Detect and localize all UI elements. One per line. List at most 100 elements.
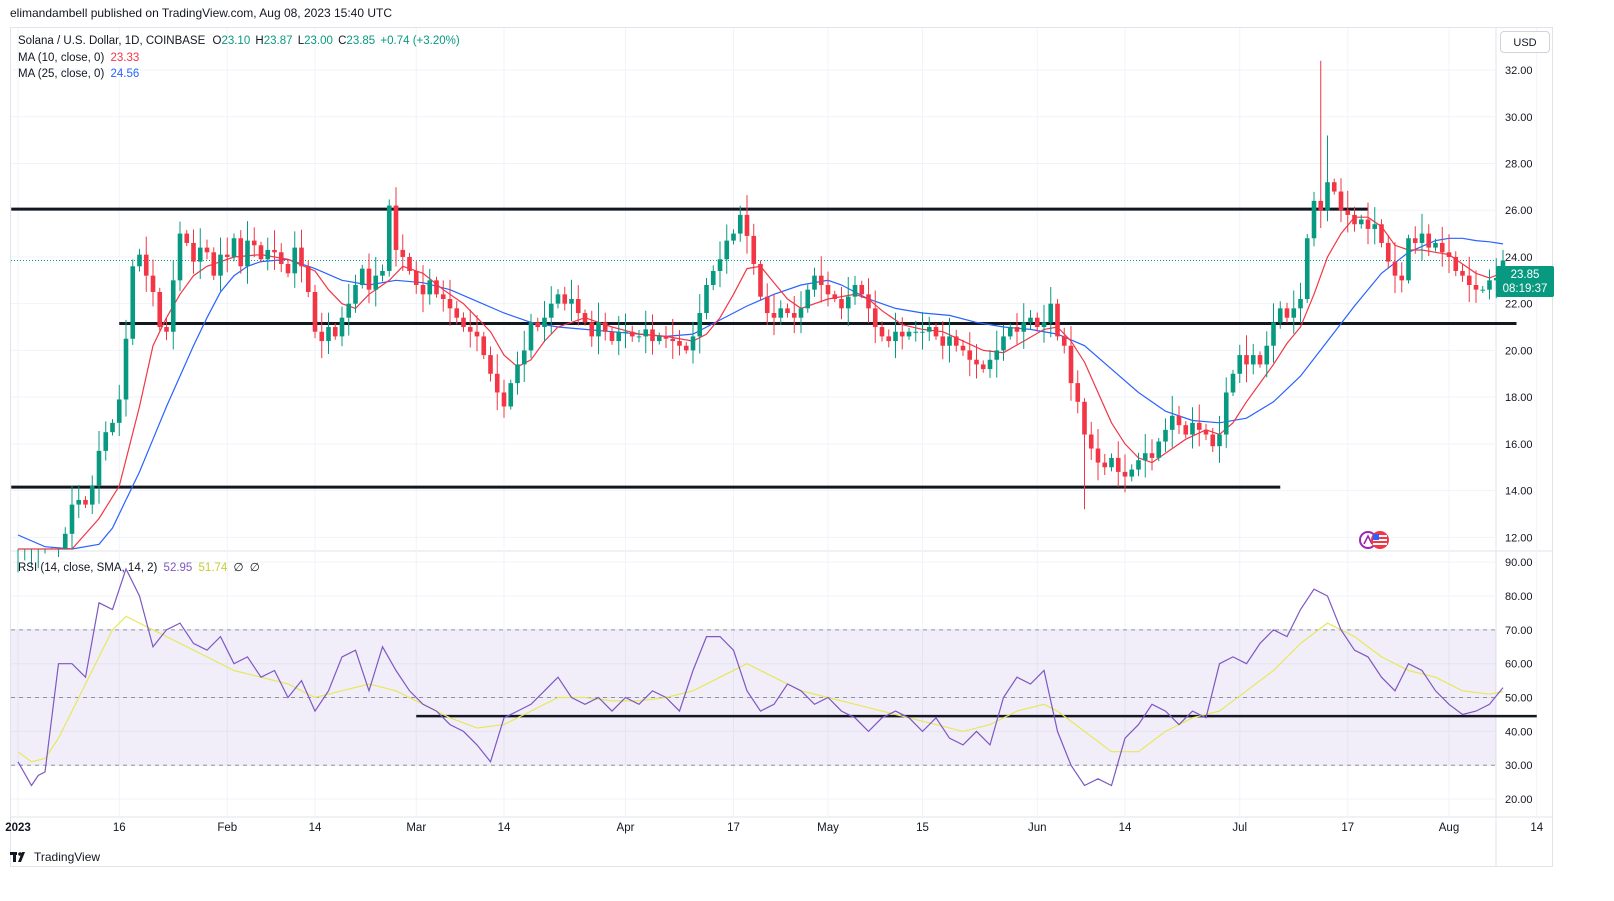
time-tick-label: 2023 [5,822,31,834]
candle-body [1122,471,1128,477]
candle-body [454,308,460,318]
symbol-legend[interactable]: Solana / U.S. Dollar, 1D, COINBASE O23.1… [18,33,460,83]
candle-body [339,317,345,337]
candle-body [1190,422,1195,435]
candle-body [845,296,851,309]
candle-body [76,499,82,505]
candle-body [764,296,770,314]
candle-body [218,254,223,276]
candle-body [872,308,878,328]
candle-body [636,336,642,338]
candle-body [238,238,244,267]
candle-body [1250,355,1256,365]
candle-body [717,259,723,271]
close-label: C [338,35,347,47]
candle-body [1196,422,1202,430]
candle-body [1412,238,1418,243]
time-tick-label: Aug [1439,822,1459,834]
rsi-tick-label: 60.00 [1505,659,1533,671]
rsi-label: RSI (14, close, SMA, 14, 2) [18,562,158,574]
candle-body [508,383,514,407]
price-tick-label: 26.00 [1505,205,1533,217]
candle-body [1109,457,1114,468]
candle-body [1014,327,1020,332]
candle-body [1021,322,1027,332]
candle-body [96,450,102,486]
candle-body [427,280,433,295]
time-tick-label: 16 [113,822,126,834]
candle-body [866,294,871,309]
time-tick-label: Jul [1232,822,1247,834]
candles-group [17,60,1506,573]
price-tick-label: 28.00 [1505,159,1533,171]
price-tick-label: 12.00 [1505,532,1533,544]
candle-body [1372,224,1378,229]
candle-body [893,331,898,342]
candle-body [265,249,271,260]
candle-body [852,284,858,297]
time-tick-label: Jun [1028,822,1047,834]
events-flag-icon[interactable] [1357,529,1397,556]
candle-body [1257,355,1263,365]
candle-body [947,336,952,346]
rsi-sma-line [17,615,1504,763]
candle-body [1473,284,1479,290]
price-tick-label: 18.00 [1505,392,1533,404]
rsi-line [17,567,1504,787]
candle-body [791,313,797,318]
candle-body [1088,434,1094,449]
candle-body [1075,383,1081,402]
high-label: H [255,35,264,47]
low-value: 23.00 [304,35,333,47]
rsi-tick-label: 50.00 [1505,693,1533,705]
candle-body [562,294,568,304]
candle-body [1453,256,1459,271]
candle-body [89,485,95,505]
candle-body [332,327,338,337]
candle-body [1149,453,1155,458]
candle-body [1007,327,1013,337]
candle-body [1291,308,1297,318]
rsi-tick-label: 90.00 [1505,557,1533,569]
candle-body [818,275,824,285]
candle-body [1223,392,1229,435]
candle-body [731,233,736,241]
candle-body [542,317,547,328]
candle-body [960,345,966,351]
high-value: 23.87 [263,35,293,47]
candle-body [467,327,473,332]
candle-body [103,432,109,451]
close-value: 23.85 [346,35,376,47]
candle-body [251,240,257,246]
rsi-legend[interactable]: RSI (14, close, SMA, 14, 2) 52.95 51.74 … [18,560,260,574]
candle-body [83,499,88,505]
candle-body [359,268,365,285]
time-tick-label: Mar [406,822,426,834]
candle-body [933,327,939,337]
candle-body [1082,401,1087,435]
ma25-value: 24.56 [110,68,140,80]
rsi-sma-value: 51.74 [198,562,228,574]
time-tick-label: Apr [617,822,635,834]
candle-body [1439,242,1445,253]
candle-body [1406,238,1411,281]
ma25-line [17,237,1504,550]
candle-body [1183,425,1189,435]
time-tick-label: 14 [498,822,511,834]
candle-body [886,336,892,342]
candle-body [245,240,250,267]
candle-body [1041,322,1047,328]
tradingview-logo[interactable]: TradingView [10,850,100,864]
candle-body [596,322,601,337]
candle-body [683,345,689,351]
currency-button[interactable]: USD [1500,31,1550,53]
time-tick-label: 17 [1341,822,1354,834]
candle-body [386,205,392,271]
candle-body [548,303,554,318]
candle-body [157,292,163,328]
candle-body [677,341,682,346]
candle-body [292,247,298,274]
rsi-tick-label: 70.00 [1505,625,1533,637]
candle-body [920,331,925,333]
